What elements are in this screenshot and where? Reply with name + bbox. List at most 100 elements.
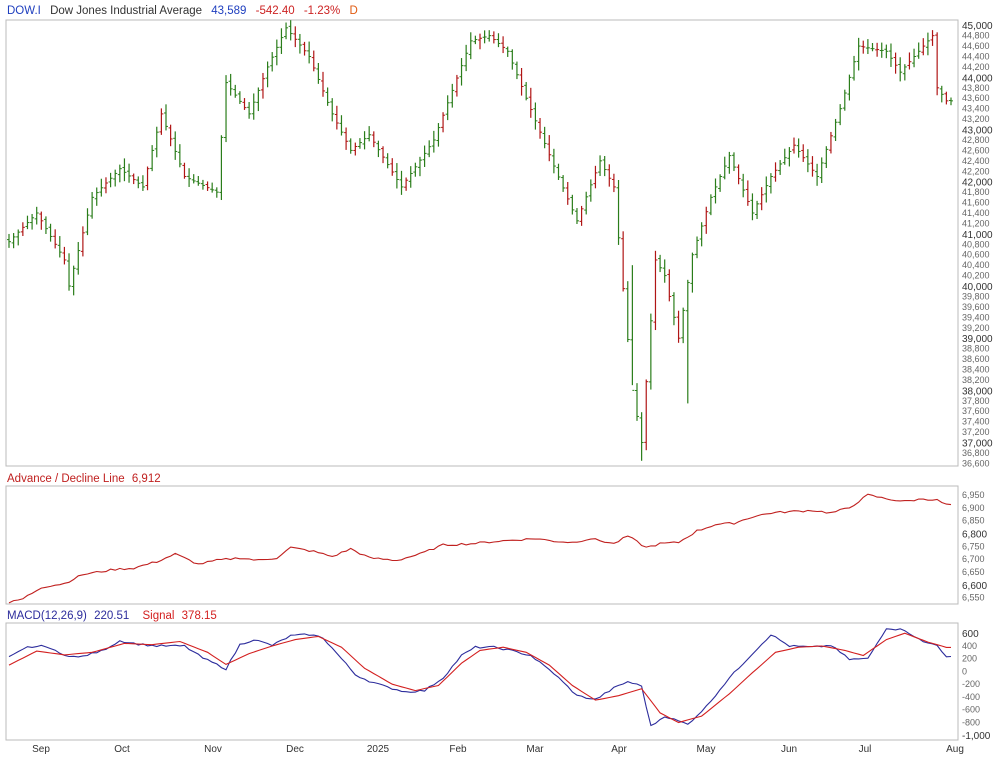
panel-frame: [5, 19, 959, 467]
panel-frames: [5, 19, 959, 741]
y-tick-label: 42,000: [962, 178, 993, 189]
period-label[interactable]: D: [349, 5, 357, 17]
y-tick-label: 40,000: [962, 282, 993, 293]
y-tick-label: 45,000: [962, 21, 993, 32]
y-tick-label: 200: [962, 654, 977, 664]
y-tick-label: 41,400: [962, 208, 990, 218]
y-tick-label: 42,600: [962, 145, 990, 155]
x-tick-label: Feb: [449, 744, 467, 755]
y-tick-label: 36,800: [962, 448, 990, 458]
panel-frame: [5, 622, 959, 741]
panel-frame: [5, 485, 959, 605]
price-header: DOW.I Dow Jones Industrial Average 43,58…: [7, 5, 358, 17]
y-tick-label: 6,850: [962, 516, 985, 526]
x-tick-label: 2025: [367, 744, 390, 755]
y-tick-label: 42,200: [962, 166, 990, 176]
y-tick-label: 38,200: [962, 375, 990, 385]
y-tick-label: 6,900: [962, 503, 985, 513]
price-bars: [7, 20, 953, 461]
price-change-pct: -1.23%: [304, 5, 340, 17]
y-tick-label: 6,650: [962, 567, 985, 577]
y-tick-label: 42,400: [962, 156, 990, 166]
x-tick-label: Mar: [526, 744, 544, 755]
y-tick-label: 6,950: [962, 490, 985, 500]
y-tick-label: 39,800: [962, 291, 990, 301]
y-tick-label: 600: [962, 629, 979, 640]
y-tick-label: 38,800: [962, 344, 990, 354]
y-tick-label: 44,600: [962, 41, 990, 51]
y-tick-label: 38,000: [962, 386, 993, 397]
y-tick-label: 6,800: [962, 529, 987, 540]
y-tick-label: 40,800: [962, 239, 990, 249]
y-tick-label: -1,000: [962, 731, 991, 742]
y-tick-label: 40,400: [962, 260, 990, 270]
y-tick-label: 41,200: [962, 218, 990, 228]
price-change: -542.40: [256, 5, 295, 17]
y-tick-label: 38,600: [962, 354, 990, 364]
x-tick-label: Nov: [204, 744, 222, 755]
y-tick-label: 37,400: [962, 417, 990, 427]
y-tick-label: 43,000: [962, 126, 993, 137]
symbol-label[interactable]: DOW.I: [7, 5, 41, 17]
signal-series-line: [8, 632, 951, 724]
y-tick-label: 0: [962, 666, 967, 676]
y-tick-label: 6,700: [962, 554, 985, 564]
y-tick-label: 43,600: [962, 93, 990, 103]
macd-header: MACD(12,26,9) 220.51 Signal 378.15: [7, 610, 217, 622]
y-tick-label: 37,600: [962, 406, 990, 416]
y-tick-label: -800: [962, 717, 980, 727]
y-tick-label: 6,600: [962, 581, 987, 592]
y-tick-label: 37,800: [962, 396, 990, 406]
ad-header: Advance / Decline Line 6,912: [7, 473, 161, 485]
index-name: Dow Jones Industrial Average: [50, 5, 202, 17]
y-tick-label: 39,400: [962, 312, 990, 322]
y-tick-label: 38,400: [962, 364, 990, 374]
ad-title: Advance / Decline Line: [7, 473, 125, 485]
x-tick-label: Apr: [611, 744, 627, 755]
y-tick-label: 39,600: [962, 302, 990, 312]
y-tick-label: 44,000: [962, 73, 993, 84]
signal-title: Signal: [142, 610, 174, 622]
macd-value: 220.51: [94, 610, 129, 622]
y-tick-label: 37,000: [962, 439, 993, 450]
x-tick-label: Jul: [859, 744, 872, 755]
ad-value: 6,912: [132, 473, 161, 485]
y-tick-label: 39,200: [962, 323, 990, 333]
x-axis-labels: Sep Oct Nov Dec 2025 Feb Mar Apr May Jun Jul Aug: [32, 744, 964, 755]
y-tick-label: 41,000: [962, 230, 993, 241]
y-tick-label: 44,200: [962, 62, 990, 72]
y-tick-label: 40,200: [962, 271, 990, 281]
y-tick-label: 37,200: [962, 427, 990, 437]
y-tick-label: 43,800: [962, 83, 990, 93]
macd-title: MACD(12,26,9): [7, 610, 87, 622]
last-price: 43,589: [211, 5, 246, 17]
y-tick-label: -600: [962, 705, 980, 715]
y-tick-label: 42,800: [962, 135, 990, 145]
y-tick-label: 36,600: [962, 458, 990, 468]
y-tick-label: 41,800: [962, 187, 990, 197]
y-tick-label: -400: [962, 692, 980, 702]
y-tick-label: 43,200: [962, 114, 990, 124]
x-tick-label: Oct: [114, 744, 130, 755]
y-tick-label: -200: [962, 679, 980, 689]
x-tick-label: Sep: [32, 744, 50, 755]
signal-value: 378.15: [182, 610, 217, 622]
macd-lines: [8, 628, 952, 727]
x-tick-label: May: [697, 744, 716, 755]
y-tick-label: 39,000: [962, 334, 993, 345]
y-tick-label: 6,750: [962, 541, 985, 551]
ad-line: [8, 493, 952, 604]
y-tick-label: 43,400: [962, 104, 990, 114]
y-tick-label: 400: [962, 641, 977, 651]
y-tick-label: 6,550: [962, 593, 985, 603]
ad-series-line: [8, 493, 952, 604]
x-tick-label: Aug: [946, 744, 964, 755]
x-tick-label: Jun: [781, 744, 797, 755]
y-tick-label: 44,800: [962, 31, 990, 41]
x-tick-label: Dec: [286, 744, 304, 755]
y-tick-label: 41,600: [962, 198, 990, 208]
y-tick-label: 40,600: [962, 250, 990, 260]
